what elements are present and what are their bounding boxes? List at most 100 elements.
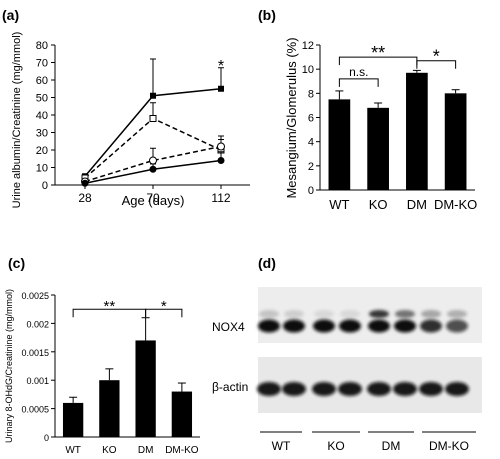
chartB-bracket bbox=[416, 60, 457, 69]
blot-band-nox4 bbox=[446, 319, 468, 333]
chartB-category-label: KO bbox=[369, 197, 388, 212]
chart-a-point bbox=[217, 142, 225, 151]
chartB-bar bbox=[328, 99, 351, 190]
chartC-ytick-label: 0.0015 bbox=[21, 348, 49, 358]
chartB-ytick-label: 0 bbox=[308, 185, 314, 197]
chartB-category-label: DM-KO bbox=[434, 197, 477, 212]
blot-band-actin bbox=[282, 382, 306, 396]
blot-group-wt: WT bbox=[272, 439, 291, 453]
chartB-ytick-label: 2 bbox=[308, 161, 314, 173]
blot-band-actin bbox=[257, 382, 281, 396]
chart-c: Urinary 8-OHdG/Creatinine (mg/mmol) 0 0.0… bbox=[4, 289, 200, 456]
chartC-bar bbox=[99, 380, 120, 437]
blot-band-nox4-upper bbox=[259, 310, 279, 318]
blot-band-nox4 bbox=[283, 319, 305, 333]
chart-a-ytick-label: 60 bbox=[36, 75, 48, 87]
chartC-significance: * bbox=[161, 298, 167, 315]
chartC-significance: ** bbox=[104, 298, 116, 315]
chartB-ytick-label: 4 bbox=[308, 137, 314, 149]
blot-band-actin bbox=[338, 382, 362, 396]
chart-a-ylabel: Urine albumin/Creatinine (mg/mmol) bbox=[11, 32, 23, 209]
western-blot: NOX4 β-actin WT KO DM DM-KO bbox=[212, 287, 482, 453]
chartB-bar bbox=[367, 107, 389, 190]
chartC-category-label: DM-KO bbox=[165, 445, 199, 456]
chart-a-point bbox=[149, 165, 157, 173]
chartB-bar bbox=[444, 93, 467, 190]
chartC-ytick-label: 0.0025 bbox=[21, 291, 49, 301]
chartC-category-label: DM bbox=[138, 445, 154, 456]
chartC-ytick-label: 0 bbox=[44, 433, 49, 443]
blot-band-nox4 bbox=[394, 319, 416, 333]
chart-a-point bbox=[81, 179, 89, 187]
blot-band-nox4 bbox=[258, 319, 280, 333]
blot-band-nox4-upper bbox=[447, 310, 467, 318]
chartB-significance: * bbox=[433, 47, 440, 67]
chart-a-ytick-label: 40 bbox=[36, 110, 48, 122]
chart-a-point bbox=[217, 157, 225, 164]
chart-a-xlabel: Age (days) bbox=[122, 193, 185, 208]
blot-band-nox4-upper bbox=[369, 310, 389, 318]
blot-band-nox4-upper bbox=[340, 310, 360, 318]
blot-band-nox4 bbox=[368, 319, 390, 333]
blot-band-actin bbox=[445, 382, 469, 396]
chartC-bar bbox=[171, 391, 193, 437]
chart-a-ytick-label: 0 bbox=[42, 180, 48, 192]
chart-b: Mesangium/Glomerulus (%) 0 2 4 6 8 10 12 WT KO DM… bbox=[284, 37, 477, 212]
chart-a-point bbox=[218, 85, 224, 92]
chart-a-xtick-label: 28 bbox=[78, 191, 92, 205]
chart-a: Urine albumin/Creatinine (mg/mmol) Age (… bbox=[11, 32, 250, 209]
chartB-significance: ** bbox=[371, 43, 385, 63]
blot-band-nox4-upper bbox=[395, 310, 415, 318]
chart-a-ytick-label: 20 bbox=[36, 145, 48, 157]
blot-group-ko: KO bbox=[327, 439, 344, 453]
chart-a-ytick-label: 10 bbox=[36, 163, 48, 175]
chartB-ytick-label: 8 bbox=[308, 88, 314, 100]
chart-a-ytick-label: 30 bbox=[36, 128, 48, 140]
panel-label-c: (c) bbox=[8, 255, 25, 271]
blot-label-nox4: NOX4 bbox=[212, 320, 245, 334]
blot-band-nox4-upper bbox=[314, 310, 334, 318]
blot-band-actin bbox=[419, 382, 443, 396]
chart-c-ylabel: Urinary 8-OHdG/Creatinine (mg/mmol) bbox=[4, 289, 14, 443]
chartB-bar bbox=[406, 72, 428, 190]
chart-a-ytick-label: 70 bbox=[36, 58, 48, 70]
chart-a-ytick-label: 50 bbox=[36, 93, 48, 105]
chartB-category-label: WT bbox=[329, 197, 349, 212]
chartC-category-label: WT bbox=[65, 445, 81, 456]
chartC-bar bbox=[62, 402, 84, 437]
chart-a-point bbox=[150, 92, 156, 99]
chartB-ytick-label: 12 bbox=[302, 40, 314, 52]
chartC-ytick-label: 0.002 bbox=[26, 319, 49, 329]
blot-band-nox4-upper bbox=[284, 310, 304, 318]
chartC-ytick-label: 0.0005 bbox=[21, 405, 49, 415]
chartC-bracket bbox=[145, 308, 183, 318]
panel-label-d: (d) bbox=[258, 255, 276, 271]
chart-a-significance: * bbox=[218, 58, 224, 75]
blot-group-dm: DM bbox=[382, 439, 401, 453]
chartC-category-label: KO bbox=[102, 445, 117, 456]
blot-band-nox4-upper bbox=[421, 310, 441, 318]
chart-a-point bbox=[149, 156, 157, 165]
panel-label-b: (b) bbox=[258, 7, 276, 23]
blot-band-actin bbox=[393, 382, 417, 396]
panel-label-a: (a) bbox=[2, 7, 19, 23]
blot-band-actin bbox=[367, 382, 391, 396]
chartB-category-label: DM bbox=[407, 197, 427, 212]
chartB-ytick-label: 6 bbox=[308, 113, 314, 125]
blot-band-nox4 bbox=[420, 319, 442, 333]
chartC-bar bbox=[135, 340, 156, 437]
blot-label-actin: β-actin bbox=[212, 380, 248, 394]
chartC-ytick-label: 0.001 bbox=[26, 376, 49, 386]
blot-band-nox4 bbox=[339, 319, 361, 333]
blot-band-nox4 bbox=[313, 319, 335, 333]
chart-a-xtick-label: 112 bbox=[211, 191, 230, 205]
chart-a-point bbox=[149, 115, 157, 122]
blot-band-actin bbox=[312, 382, 336, 396]
chartB-ytick-label: 10 bbox=[302, 64, 314, 76]
chart-b-ylabel: Mesangium/Glomerulus (%) bbox=[284, 37, 299, 198]
chart-a-ytick-label: 80 bbox=[36, 40, 48, 52]
chart-a-xtick-label: 70 bbox=[146, 191, 160, 205]
chartB-bracket bbox=[338, 78, 379, 87]
blot-group-dmko: DM-KO bbox=[429, 439, 469, 453]
